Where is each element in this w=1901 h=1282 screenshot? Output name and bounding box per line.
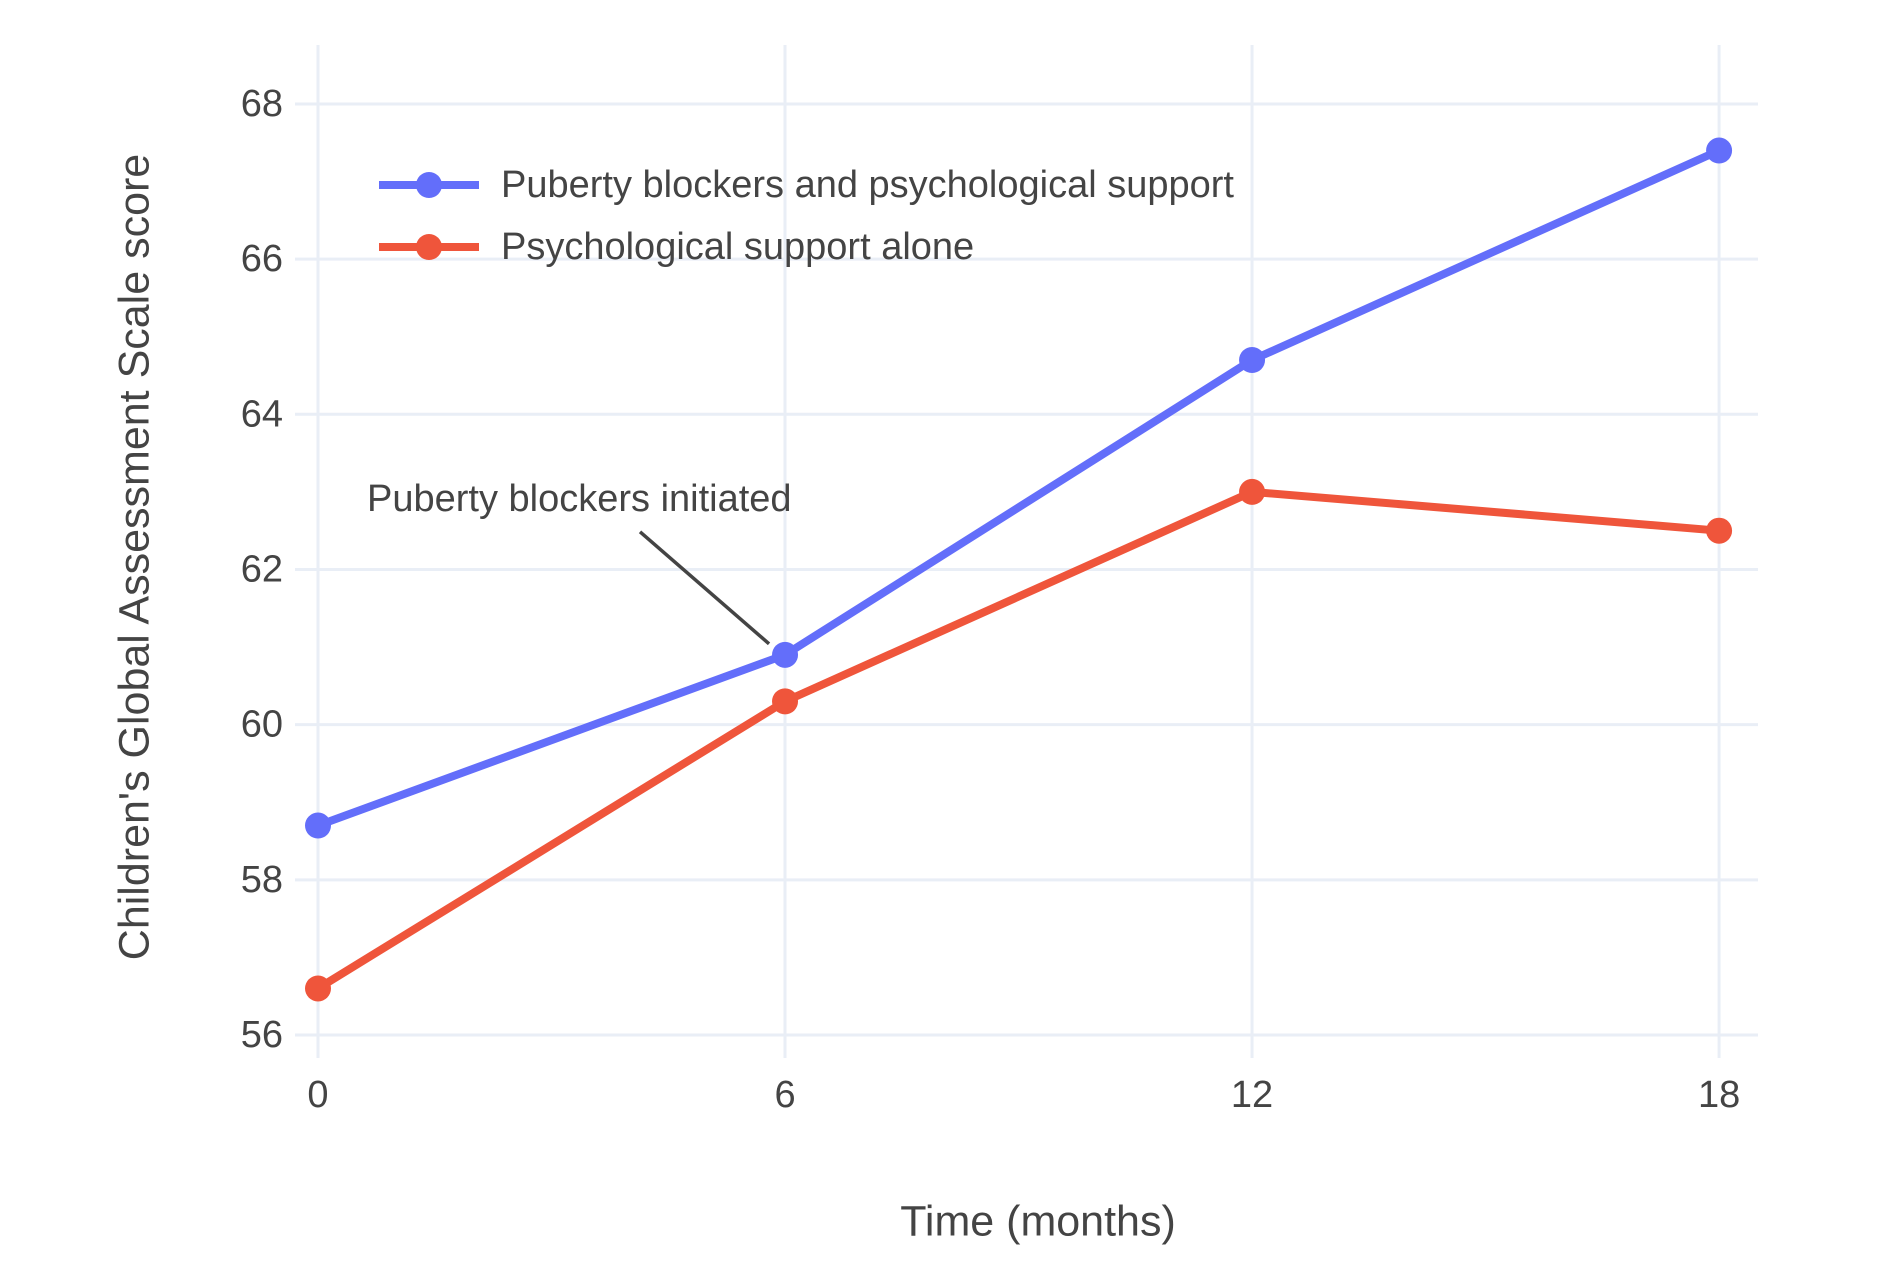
- data-point-series-2[interactable]: [1239, 478, 1266, 505]
- x-tick-label: 6: [774, 1074, 795, 1116]
- annotation-puberty-blockers-initiated: Puberty blockers initiated: [367, 478, 792, 520]
- plot-area[interactable]: [318, 45, 1758, 1035]
- legend-swatch-marker: [416, 234, 442, 260]
- data-point-series-1[interactable]: [305, 812, 331, 839]
- y-tick-label: 66: [241, 238, 283, 280]
- legend-label: Psychological support alone: [501, 225, 975, 268]
- legend: Puberty blockers and psychological suppo…: [377, 160, 1234, 272]
- legend-item-psychological-support[interactable]: Psychological support alone: [377, 222, 1234, 272]
- legend-label: Puberty blockers and psychological suppo…: [501, 163, 1234, 206]
- annotation-pointer-line: [638, 530, 771, 646]
- legend-swatch-red: [379, 234, 479, 260]
- data-point-series-1[interactable]: [1706, 137, 1733, 164]
- data-point-series-2[interactable]: [305, 975, 331, 1002]
- x-tick-label: 18: [1698, 1074, 1740, 1116]
- legend-item-puberty-blockers[interactable]: Puberty blockers and psychological suppo…: [377, 160, 1234, 210]
- y-tick-label: 64: [241, 393, 283, 435]
- x-tick-label: 12: [1231, 1074, 1273, 1116]
- series-line-1: [314, 146, 1724, 830]
- y-tick-label: 68: [241, 83, 283, 125]
- y-tick-label: 60: [241, 704, 283, 746]
- x-tick-label: 0: [307, 1074, 328, 1116]
- y-tick-label: 56: [241, 1014, 283, 1056]
- y-tick-label: 58: [241, 859, 283, 901]
- legend-swatch-blue: [379, 172, 479, 198]
- data-point-series-1[interactable]: [1239, 347, 1266, 373]
- data-point-series-2[interactable]: [772, 688, 799, 715]
- x-axis-title: Time (months): [900, 1197, 1176, 1246]
- legend-swatch-marker: [416, 172, 442, 198]
- data-point-series-2[interactable]: [1706, 517, 1733, 544]
- y-tick-label: 62: [241, 548, 283, 590]
- series-line-2: [314, 487, 1724, 993]
- y-axis-title: Children's Global Assessment Scale score: [110, 153, 159, 961]
- data-point-series-1[interactable]: [772, 641, 799, 668]
